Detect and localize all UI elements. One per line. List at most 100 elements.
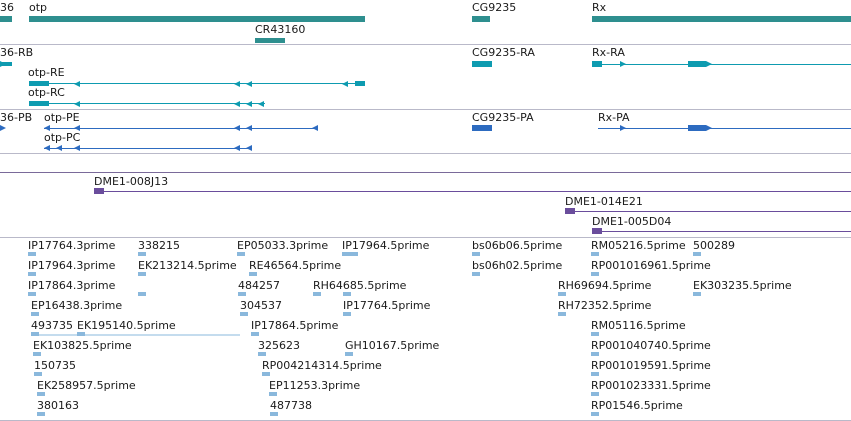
est-label[interactable]: IP17864.3prime: [28, 279, 116, 292]
est-feature[interactable]: [138, 292, 146, 296]
est-label[interactable]: IP17964.5prime: [342, 239, 430, 252]
gene-feature[interactable]: [29, 16, 365, 22]
clone-label[interactable]: DME1-008J13: [94, 175, 169, 188]
est-label[interactable]: RP001016961.5prime: [591, 259, 711, 272]
est-label[interactable]: 150735: [34, 359, 76, 372]
est-feature[interactable]: [693, 292, 701, 296]
transcript-exon[interactable]: [29, 101, 49, 106]
est-feature[interactable]: [28, 272, 36, 276]
protein-exon[interactable]: [688, 125, 706, 131]
gene-feature[interactable]: [255, 38, 285, 43]
est-feature[interactable]: [138, 252, 146, 256]
est-label[interactable]: EK303235.5prime: [693, 279, 792, 292]
est-feature[interactable]: [472, 272, 480, 276]
est-feature[interactable]: [270, 412, 278, 416]
est-feature[interactable]: [591, 352, 599, 356]
est-label[interactable]: 487738: [270, 399, 312, 412]
est-label[interactable]: RE46564.5prime: [249, 259, 342, 272]
est-label[interactable]: bs06b06.5prime: [472, 239, 563, 252]
est-label[interactable]: 500289: [693, 239, 735, 252]
est-feature[interactable]: [350, 252, 358, 256]
transcript-label[interactable]: CG9235-RA: [472, 46, 535, 59]
est-label[interactable]: 380163: [37, 399, 79, 412]
est-label[interactable]: RH72352.5prime: [558, 299, 652, 312]
est-feature[interactable]: [591, 392, 599, 396]
est-feature[interactable]: [37, 412, 45, 416]
est-feature[interactable]: [31, 312, 39, 316]
est-label[interactable]: EP11253.3prime: [269, 379, 361, 392]
transcript-label[interactable]: 36-RB: [0, 46, 34, 59]
gene-feature[interactable]: [592, 16, 851, 22]
est-label[interactable]: RP01546.5prime: [591, 399, 683, 412]
est-label[interactable]: EK103825.5prime: [33, 339, 132, 352]
clone-label[interactable]: DME1-005D04: [592, 215, 672, 228]
gene-label[interactable]: 36: [0, 1, 14, 14]
transcript-exon[interactable]: [29, 81, 49, 86]
protein-label[interactable]: CG9235-PA: [472, 111, 534, 124]
est-label[interactable]: RP001040740.5prime: [591, 339, 711, 352]
est-label[interactable]: RH64685.5prime: [313, 279, 407, 292]
est-label[interactable]: RP001019591.5prime: [591, 359, 711, 372]
est-label[interactable]: RP004214314.5prime: [262, 359, 382, 372]
est-label[interactable]: 304537: [240, 299, 282, 312]
est-feature[interactable]: [343, 312, 351, 316]
est-feature[interactable]: [240, 312, 248, 316]
est-feature[interactable]: [258, 352, 266, 356]
transcript-exon[interactable]: [688, 61, 706, 67]
clone-label[interactable]: DME1-014E21: [565, 195, 643, 208]
est-label[interactable]: EP16438.3prime: [31, 299, 123, 312]
est-feature[interactable]: [693, 252, 701, 256]
est-feature[interactable]: [313, 292, 321, 296]
est-label[interactable]: EK258957.5prime: [37, 379, 136, 392]
gene-label[interactable]: CG9235: [472, 1, 517, 14]
est-label[interactable]: GH10167.5prime: [345, 339, 440, 352]
est-feature[interactable]: [591, 412, 599, 416]
est-feature[interactable]: [251, 332, 259, 336]
est-label[interactable]: EK213214.5prime: [138, 259, 237, 272]
est-feature[interactable]: [138, 272, 146, 276]
est-feature[interactable]: [558, 312, 566, 316]
gene-label[interactable]: otp: [29, 1, 48, 14]
transcript-exon[interactable]: [472, 61, 492, 67]
est-feature[interactable]: [249, 272, 257, 276]
est-label[interactable]: RH69694.5prime: [558, 279, 652, 292]
est-feature[interactable]: [28, 292, 36, 296]
est-feature[interactable]: [591, 332, 599, 336]
est-feature[interactable]: [345, 352, 353, 356]
transcript-label[interactable]: otp-RC: [28, 86, 65, 99]
gene-label[interactable]: CR43160: [255, 23, 306, 36]
est-feature[interactable]: [37, 392, 45, 396]
est-label[interactable]: 484257: [238, 279, 280, 292]
protein-label[interactable]: 36-PB: [0, 111, 33, 124]
est-feature[interactable]: [262, 372, 270, 376]
est-feature[interactable]: [28, 252, 36, 256]
transcript-exon[interactable]: [592, 61, 602, 67]
est-feature[interactable]: [237, 252, 245, 256]
gene-feature[interactable]: [472, 16, 490, 22]
est-label[interactable]: IP17764.5prime: [343, 299, 431, 312]
transcript-label[interactable]: otp-RE: [28, 66, 65, 79]
clone-feature[interactable]: [592, 231, 851, 232]
protein-label[interactable]: otp-PC: [44, 131, 81, 144]
est-label[interactable]: IP17964.3prime: [28, 259, 116, 272]
est-label[interactable]: EP05033.3prime: [237, 239, 329, 252]
est-label[interactable]: IP17764.3prime: [28, 239, 116, 252]
est-label[interactable]: RP001023331.5prime: [591, 379, 711, 392]
protein-label[interactable]: otp-PE: [44, 111, 80, 124]
est-label[interactable]: IP17864.5prime: [251, 319, 339, 332]
transcript-label[interactable]: Rx-RA: [592, 46, 625, 59]
est-feature[interactable]: [591, 372, 599, 376]
clone-feature[interactable]: [565, 211, 851, 212]
est-label[interactable]: RM05216.5prime: [591, 239, 686, 252]
gene-feature[interactable]: [0, 16, 12, 22]
est-feature[interactable]: [342, 252, 350, 256]
est-feature[interactable]: [343, 292, 351, 296]
est-label[interactable]: EK195140.5prime: [77, 319, 176, 332]
est-feature[interactable]: [31, 332, 39, 336]
est-feature[interactable]: [591, 272, 599, 276]
est-label[interactable]: bs06h02.5prime: [472, 259, 563, 272]
est-label[interactable]: 338215: [138, 239, 180, 252]
est-feature[interactable]: [34, 372, 42, 376]
est-feature[interactable]: [558, 292, 566, 296]
protein-label[interactable]: Rx-PA: [598, 111, 630, 124]
